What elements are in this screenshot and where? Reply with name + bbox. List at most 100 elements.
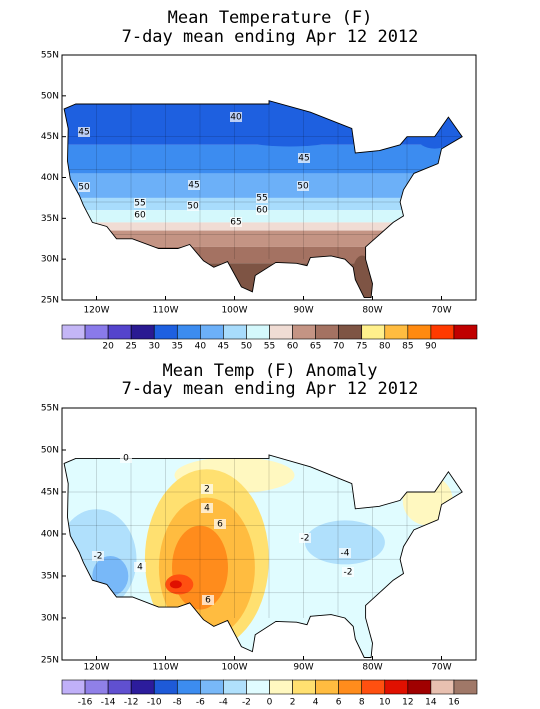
cold-core [219, 110, 360, 147]
colorbar-label: 0 [267, 698, 273, 708]
colorbar-label: 4 [313, 698, 319, 708]
colorbar-box [453, 679, 478, 695]
colorbar-label: -2 [242, 698, 251, 708]
temp-band [64, 144, 463, 174]
lon-label: 70W [431, 306, 451, 316]
colorbar-label: -16 [78, 698, 93, 708]
lon-label: 100W [221, 306, 247, 316]
contour-label: 0 [123, 454, 129, 464]
contour-label-bg [134, 198, 146, 208]
colorbar-label: 55 [264, 342, 275, 352]
lon-label: 90W [293, 306, 313, 316]
contour-label: 60 [256, 206, 268, 216]
lon-label: 120W [83, 306, 109, 316]
contour-label-bg [339, 548, 351, 558]
us-outline [63, 454, 463, 658]
contour-label-bg [78, 182, 90, 192]
colorbar-box [361, 324, 386, 340]
colorbar-label: 45 [218, 342, 229, 352]
lat-label: 30N [41, 614, 59, 624]
colorbar-box [407, 324, 432, 340]
colorbar-box [130, 324, 155, 340]
lon-label: 90W [293, 663, 313, 673]
colorbar-box [200, 679, 224, 695]
colorbar-label: 12 [402, 698, 413, 708]
panel-title: Mean Temperature (F) [168, 8, 373, 28]
colorbar-box [269, 679, 293, 695]
contour-label-bg [230, 217, 242, 227]
lon-label: 110W [152, 306, 178, 316]
contour-label: 50 [297, 182, 309, 192]
temp-band [64, 210, 463, 223]
colorbar-box [269, 324, 293, 340]
lon-label: 80W [362, 306, 382, 316]
colorbar-box [361, 679, 386, 695]
colorbar-label: -10 [147, 698, 162, 708]
colorbar-label: 75 [356, 342, 367, 352]
lat-label: 40N [41, 173, 59, 183]
colorbar-box [246, 324, 270, 340]
contour-label-bg [134, 210, 146, 220]
colorbar-label: -14 [101, 698, 116, 708]
contour-label: 4 [204, 504, 210, 514]
colorbar-box [84, 679, 109, 695]
colorbar-label: 16 [448, 698, 460, 708]
contour-label-bg [92, 551, 104, 561]
lat-label: 55N [41, 51, 59, 61]
temp-band [64, 197, 463, 211]
colorbar-box [200, 324, 224, 340]
colorbar-box [384, 324, 409, 340]
colorbar-box [130, 679, 155, 695]
colorbar-label: -12 [124, 698, 139, 708]
contour-label-bg [342, 567, 354, 577]
colorbar-box [453, 324, 478, 340]
contour-label-bg [134, 562, 146, 572]
lon-label: 80W [362, 663, 382, 673]
colorbar-label: 8 [359, 698, 365, 708]
contour-label-bg [188, 180, 200, 190]
contour-label-bg [120, 453, 132, 463]
colorbar-box [223, 679, 247, 695]
lat-label: 35N [41, 214, 59, 224]
temp-band [64, 230, 463, 247]
contour-label-bg [202, 595, 214, 605]
colorbar-box [430, 679, 455, 695]
colorbar-label: 14 [425, 698, 437, 708]
contour-label: -4 [341, 549, 350, 559]
colorbar-box [107, 324, 132, 340]
colorbar-label: 40 [195, 342, 207, 352]
contour-label-bg [214, 519, 226, 529]
colorbar-box [292, 324, 316, 340]
colorbar-box [246, 679, 270, 695]
contour-label-bg [256, 193, 268, 203]
contour-label-bg [299, 533, 311, 543]
colorbar-label: -4 [219, 698, 228, 708]
lon-label: 110W [152, 663, 178, 673]
anom-w5 [169, 580, 182, 589]
lat-label: 55N [41, 404, 59, 414]
contour-label: 55 [256, 194, 267, 204]
colorbar-label: 80 [379, 342, 391, 352]
colorbar-box [223, 324, 247, 340]
contour-label-bg [187, 201, 199, 211]
colorbar-box [61, 324, 86, 340]
contour-label-bg [78, 127, 90, 137]
contour-label: 50 [78, 183, 90, 193]
anom-ohio [304, 520, 385, 565]
contour-label: 4 [137, 563, 143, 573]
lat-label: 45N [41, 488, 59, 498]
contour-label: 6 [217, 520, 223, 530]
us-outline [63, 100, 463, 299]
temp-band [64, 222, 463, 231]
contour-label-bg [256, 205, 268, 215]
contour-label: 45 [188, 181, 199, 191]
lat-label: 50N [41, 446, 59, 456]
lat-label: 30N [41, 255, 59, 265]
colorbar-label: 35 [172, 342, 183, 352]
colorbar-box [338, 324, 363, 340]
colorbar-box [176, 324, 201, 340]
colorbar-label: 2 [290, 698, 296, 708]
contour-label: 40 [230, 113, 242, 123]
